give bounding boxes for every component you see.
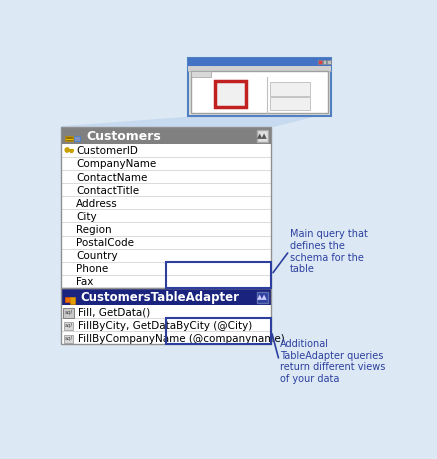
Text: City: City xyxy=(76,212,97,221)
Bar xyxy=(61,305,271,345)
Circle shape xyxy=(65,149,69,153)
Text: ▲▲: ▲▲ xyxy=(257,133,268,139)
Bar xyxy=(61,288,271,305)
Text: CustomersTableAdapter: CustomersTableAdapter xyxy=(80,291,239,303)
Text: Address: Address xyxy=(76,198,118,208)
Text: CustomerID: CustomerID xyxy=(76,146,138,156)
Bar xyxy=(191,72,212,78)
Bar xyxy=(257,131,268,142)
Text: ContactName: ContactName xyxy=(76,172,147,182)
Text: Region: Region xyxy=(76,224,111,235)
Bar xyxy=(65,297,72,303)
Text: sql: sql xyxy=(65,309,73,314)
Bar xyxy=(327,61,331,65)
Text: Country: Country xyxy=(76,251,118,261)
Text: ContactTitle: ContactTitle xyxy=(76,185,139,195)
Bar xyxy=(74,136,80,142)
Text: ▲▲: ▲▲ xyxy=(257,294,268,300)
Text: PostalCode: PostalCode xyxy=(76,238,134,247)
Bar xyxy=(66,136,73,142)
Bar xyxy=(257,292,268,303)
Text: Main query that
defines the
schema for the
table: Main query that defines the schema for t… xyxy=(290,229,368,274)
Bar xyxy=(64,322,73,330)
Bar xyxy=(188,59,331,117)
Text: FillByCompanyName (@companyname): FillByCompanyName (@companyname) xyxy=(78,333,284,343)
Bar xyxy=(64,336,73,343)
Text: Additional
TableAdapter queries
return different views
of your data: Additional TableAdapter queries return d… xyxy=(280,338,385,383)
Polygon shape xyxy=(61,117,314,128)
Bar xyxy=(166,262,271,288)
Bar xyxy=(323,61,326,65)
Text: Fax: Fax xyxy=(76,277,94,287)
Bar xyxy=(270,83,310,96)
Text: sql: sql xyxy=(65,322,73,327)
Bar xyxy=(64,309,73,317)
Text: sql: sql xyxy=(65,336,73,341)
Bar xyxy=(215,82,246,108)
Bar xyxy=(166,319,271,345)
Bar xyxy=(61,145,271,288)
Text: FillByCity, GetDataByCity (@City): FillByCity, GetDataByCity (@City) xyxy=(78,320,252,330)
Bar xyxy=(319,61,322,65)
Text: Phone: Phone xyxy=(76,264,108,274)
Text: Customers: Customers xyxy=(87,129,162,142)
Text: Fill, GetData(): Fill, GetData() xyxy=(78,307,150,317)
Bar xyxy=(191,72,328,113)
Bar xyxy=(69,297,75,305)
Bar xyxy=(270,98,310,111)
Text: CompanyName: CompanyName xyxy=(76,159,156,169)
Bar xyxy=(188,59,331,67)
Bar xyxy=(61,288,271,345)
Bar xyxy=(61,128,271,145)
Bar xyxy=(63,308,73,318)
Bar xyxy=(61,128,271,288)
Bar xyxy=(188,67,331,72)
